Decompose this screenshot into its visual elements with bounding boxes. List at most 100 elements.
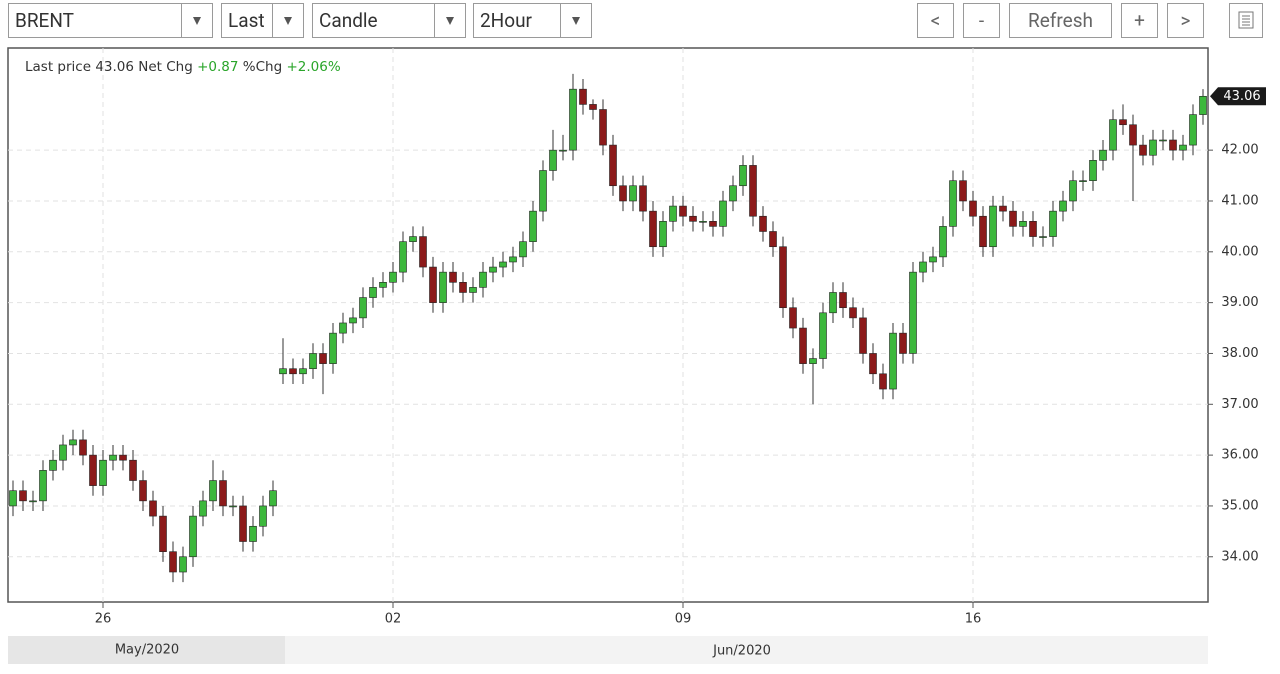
candle-body xyxy=(139,480,147,502)
candle-body xyxy=(399,241,407,273)
pct-chg-label: %Chg xyxy=(243,59,282,75)
candle-body xyxy=(169,551,177,573)
candle-body xyxy=(999,205,1007,212)
last-price-tag-label: 43.06 xyxy=(1223,89,1260,104)
candle-body xyxy=(89,454,97,486)
candle-body xyxy=(199,500,207,517)
candle-body xyxy=(99,459,107,486)
candle-body xyxy=(829,292,837,314)
candle-body xyxy=(809,358,817,364)
y-tick-label: 37.00 xyxy=(1221,397,1258,412)
candle-body xyxy=(599,109,607,146)
last-price-tag xyxy=(1210,87,1266,106)
candle-body xyxy=(1129,124,1137,146)
candle-body xyxy=(909,271,917,354)
candle-body xyxy=(129,459,137,481)
candle-body xyxy=(749,165,757,217)
candle-body xyxy=(489,266,497,273)
candle-body xyxy=(239,505,247,542)
candle-body xyxy=(939,226,947,258)
candle-body xyxy=(499,261,507,268)
price-field: Last xyxy=(228,9,265,32)
price-field-select[interactable]: Last xyxy=(221,3,304,38)
candle-body xyxy=(1029,221,1037,237)
period-label: Jun/2020 xyxy=(712,644,771,659)
candle-body xyxy=(869,353,877,375)
candle-body xyxy=(469,287,477,293)
candle-body xyxy=(119,454,127,461)
dropdown-arrow xyxy=(272,4,292,37)
candle-body xyxy=(79,439,87,456)
candle-body xyxy=(569,88,577,151)
candle-body xyxy=(379,282,387,288)
dropdown-arrow xyxy=(181,4,201,37)
x-tick-label: 16 xyxy=(965,612,982,627)
pct-chg: +2.06% xyxy=(286,59,340,75)
candle-body xyxy=(189,515,197,558)
candle-body xyxy=(889,332,897,390)
candle-body xyxy=(659,221,667,248)
prev-button[interactable]: < xyxy=(917,3,954,38)
candle-body xyxy=(859,317,867,354)
candle-body xyxy=(419,236,427,268)
interval: 2Hour xyxy=(480,9,532,32)
table-button[interactable] xyxy=(1229,3,1263,38)
candle-body xyxy=(769,231,777,248)
x-tick-label: 02 xyxy=(385,612,402,627)
candle-body xyxy=(389,271,397,283)
candle-body xyxy=(609,144,617,187)
candle-body xyxy=(759,215,767,232)
candle-body xyxy=(159,515,167,552)
candle-body xyxy=(1059,200,1067,212)
y-tick-label: 36.00 xyxy=(1221,448,1258,463)
candle-body xyxy=(729,185,737,202)
candle-body xyxy=(689,215,697,222)
y-tick-label: 41.00 xyxy=(1221,193,1258,208)
candle-body xyxy=(209,480,217,502)
y-tick-label: 38.00 xyxy=(1221,346,1258,361)
candle-body xyxy=(9,490,17,507)
candle-body xyxy=(799,327,807,364)
candle-body xyxy=(219,480,227,507)
candle-body xyxy=(1149,139,1157,156)
candle-body xyxy=(1119,119,1127,126)
candle-body xyxy=(839,292,847,309)
interval-select[interactable]: 2Hour xyxy=(473,3,592,38)
candle-body xyxy=(979,215,987,248)
zoom-in-button[interactable]: + xyxy=(1121,3,1158,38)
chart-style-select[interactable]: Candle xyxy=(312,3,466,38)
candle-body xyxy=(29,500,37,503)
candle-body xyxy=(949,180,957,227)
candle-body xyxy=(539,170,547,212)
y-tick-label: 35.00 xyxy=(1221,498,1258,513)
candle-body xyxy=(1199,95,1207,115)
candle-body xyxy=(1139,144,1147,156)
candle-body xyxy=(669,205,677,222)
zoom-out-button[interactable]: - xyxy=(963,3,1000,38)
candle-body xyxy=(549,149,557,171)
candle-body xyxy=(679,205,687,217)
refresh-button[interactable]: Refresh xyxy=(1009,3,1112,38)
y-tick-label: 39.00 xyxy=(1221,295,1258,310)
candle-body xyxy=(849,307,857,319)
candle-body xyxy=(879,373,887,390)
candle-body xyxy=(989,205,997,248)
candle-body xyxy=(1099,149,1107,161)
next-button[interactable]: > xyxy=(1167,3,1204,38)
y-tick-label: 34.00 xyxy=(1221,549,1258,564)
candle-body xyxy=(929,256,937,263)
candle-body xyxy=(289,368,297,375)
candle-body xyxy=(1159,139,1167,142)
candle-body xyxy=(39,470,47,502)
candle-body xyxy=(1189,114,1197,146)
x-tick-label: 09 xyxy=(675,612,692,627)
symbol-select[interactable]: BRENT xyxy=(8,3,213,38)
candle-body xyxy=(1019,221,1027,227)
candle-body xyxy=(1049,210,1057,237)
candle-body xyxy=(1069,180,1077,202)
candle-body xyxy=(249,525,257,542)
net-chg: +0.87 xyxy=(197,59,238,75)
period-band xyxy=(8,636,285,664)
candle-body xyxy=(969,200,977,217)
